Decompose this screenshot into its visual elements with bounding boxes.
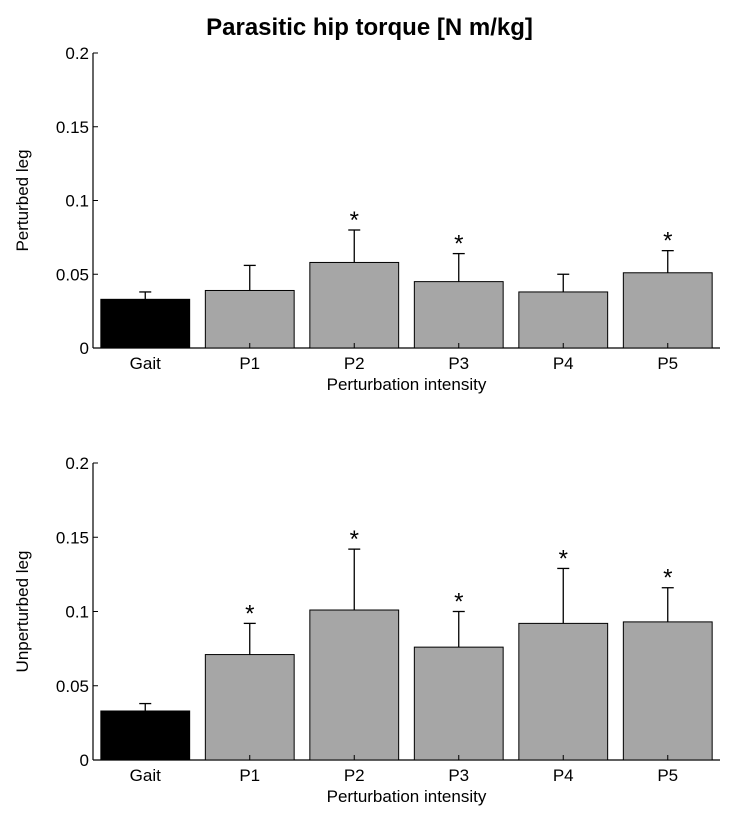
top-significance-marker: * (350, 207, 359, 234)
bottom-y-tick-label: 0.05 (56, 677, 89, 696)
bottom-x-tick-label: P3 (448, 766, 469, 785)
top-y-tick-label: 0.1 (65, 192, 89, 211)
top-x-tick-label: P1 (239, 354, 260, 373)
bottom-x-tick-label: P5 (657, 766, 678, 785)
bottom-bar-p2 (309, 609, 400, 761)
bottom-x-tick-label: P1 (239, 766, 260, 785)
bottom-significance-marker: * (245, 600, 254, 627)
bottom-y-tick-label: 0.1 (65, 603, 89, 622)
top-x-tick-label: P4 (553, 354, 574, 373)
bottom-y-tick-label: 0.2 (65, 454, 89, 473)
top-y-tick-label: 0.05 (56, 265, 89, 284)
bottom-significance-marker: * (663, 565, 672, 592)
bottom-bar-gait (100, 710, 191, 761)
bottom-y-label: Unperturbed leg (13, 551, 32, 673)
top-bar-gait (100, 298, 191, 349)
bottom-significance-marker: * (454, 589, 463, 616)
bottom-bar-p3 (413, 646, 504, 761)
top-bar-p2 (309, 261, 400, 349)
bottom-bar-p1 (204, 654, 295, 761)
top-x-tick-label: P5 (657, 354, 678, 373)
top-y-tick-label: 0.15 (56, 118, 89, 137)
bottom-bar-p5 (622, 621, 713, 761)
bottom-x-label: Perturbation intensity (327, 787, 487, 806)
top-y-tick-label: 0.2 (65, 44, 89, 63)
top-x-tick-label: Gait (130, 354, 161, 373)
top-y-label: Perturbed leg (13, 149, 32, 251)
top-x-tick-label: P2 (344, 354, 365, 373)
chart-title: Parasitic hip torque [N m/kg] (206, 14, 533, 41)
top-bar-p4 (518, 291, 609, 349)
bottom-x-tick-label: P4 (553, 766, 574, 785)
bottom-y-tick-label: 0 (80, 751, 89, 770)
bottom-y-tick-label: 0.15 (56, 528, 89, 547)
top-bar-p3 (413, 281, 504, 349)
bottom-significance-marker: * (350, 526, 359, 553)
top-significance-marker: * (663, 228, 672, 255)
top-x-label: Perturbation intensity (327, 375, 487, 394)
bottom-bar-p4 (518, 622, 609, 761)
top-bar-p5 (622, 272, 713, 349)
bottom-x-tick-label: Gait (130, 766, 161, 785)
top-x-tick-label: P3 (448, 354, 469, 373)
top-bar-p1 (204, 289, 295, 349)
top-y-tick-label: 0 (80, 339, 89, 358)
bottom-x-tick-label: P2 (344, 766, 365, 785)
top-significance-marker: * (454, 231, 463, 258)
bottom-significance-marker: * (559, 545, 568, 572)
